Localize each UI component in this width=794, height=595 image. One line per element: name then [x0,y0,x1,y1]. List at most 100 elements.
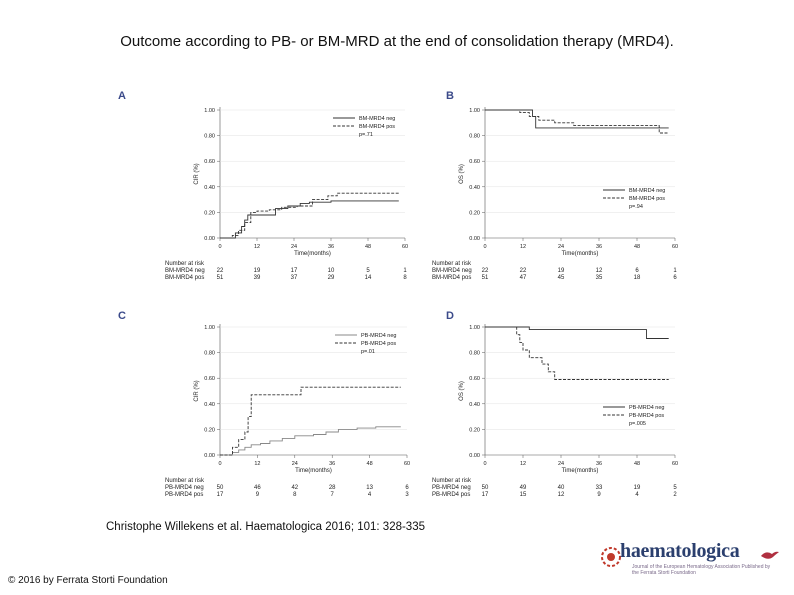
legend-label: BM-MRD4 neg [359,116,395,122]
risk-value: 22 [217,268,224,274]
risk-value: 51 [217,275,224,281]
x-tick-label: 24 [558,461,564,467]
y-tick-label: 1.00 [204,325,215,331]
series-line-bm-mrd4-neg [220,200,399,239]
x-tick-label: 60 [404,461,410,467]
y-tick-label: 0.00 [204,236,215,242]
x-tick-label: 0 [218,244,221,250]
x-axis-title: Time(months) [562,251,599,257]
risk-value: 19 [558,268,565,274]
risk-value: 6 [673,275,677,281]
risk-value: 6 [635,268,639,274]
risk-value: 17 [217,492,224,498]
x-axis-title: Time(months) [562,468,599,474]
p-value-label: p=.71 [359,132,373,138]
y-tick-label: 1.00 [204,108,215,114]
risk-value: 7 [331,492,335,498]
logo-tagline: Journal of the European Hematology Assoc… [632,564,771,576]
risk-value: 19 [634,485,641,491]
risk-row-label: PB-MRD4 neg [432,485,471,491]
risk-value: 5 [673,485,677,491]
risk-row-label: PB-MRD4 pos [432,492,470,498]
legend-label: PB-MRD4 neg [629,405,664,411]
journal-logo: haematologica Journal of the European He… [600,540,790,580]
y-tick-label: 0.40 [204,402,215,408]
x-tick-label: 24 [292,461,298,467]
risk-value: 17 [482,492,489,498]
risk-value: 40 [558,485,565,491]
risk-value: 4 [635,492,639,498]
risk-value: 22 [482,268,489,274]
y-tick-label: 0.80 [469,351,480,357]
risk-value: 28 [329,485,336,491]
p-value-label: p=.01 [361,349,375,355]
citation-text: Christophe Willekens et al. Haematologic… [106,521,425,533]
risk-value: 17 [291,268,298,274]
legend-label: BM-MRD4 neg [629,188,665,194]
series-line-bm-mrd4-pos [220,192,399,239]
y-tick-label: 0.20 [469,210,480,216]
risk-row-label: BM-MRD4 neg [165,268,205,274]
risk-table-header: Number at risk [165,261,205,267]
legend-label: BM-MRD4 pos [629,196,665,202]
x-tick-label: 12 [520,461,526,467]
risk-row-label: PB-MRD4 neg [165,485,204,491]
risk-row-label: BM-MRD4 neg [432,268,472,274]
risk-value: 14 [365,275,372,281]
y-axis-title: OS (%) [459,164,465,184]
risk-value: 13 [366,485,373,491]
x-tick-label: 0 [483,244,486,250]
x-tick-label: 36 [328,244,334,250]
risk-value: 19 [254,268,261,274]
x-tick-label: 24 [558,244,564,250]
x-tick-label: 48 [367,461,373,467]
legend-label: BM-MRD4 pos [359,124,395,130]
y-tick-label: 0.40 [469,185,480,191]
x-tick-label: 48 [634,461,640,467]
x-tick-label: 48 [365,244,371,250]
risk-value: 3 [405,492,409,498]
panel-a-chart: A 0.00 0.20 0.40 0.60 0.80 1.00 0 12 24 36 48 60 CIR … [118,90,408,281]
risk-value: 45 [558,275,565,281]
y-tick-label: 0.00 [469,453,480,459]
risk-value: 5 [366,268,370,274]
legend-label: PB-MRD4 neg [361,333,396,339]
risk-value: 42 [291,485,298,491]
y-axis-title: CIR (%) [194,163,200,184]
series-line-pb-mrd4-neg [220,426,401,456]
logo-wordmark: haematologica [620,540,740,562]
panel-b-chart: B 0.00 0.20 0.40 0.60 0.80 1.00 0 12 24 36 48 60 OS (… [432,90,678,281]
y-tick-label: 0.20 [204,210,215,216]
risk-value: 29 [328,275,335,281]
risk-value: 47 [520,275,527,281]
y-tick-label: 0.00 [469,236,480,242]
risk-table-header: Number at risk [432,478,472,484]
risk-row-label: BM-MRD4 pos [432,275,471,281]
risk-value: 18 [634,275,641,281]
y-tick-label: 0.40 [469,402,480,408]
series-line-pb-mrd4-pos [485,326,669,380]
panel-c-chart: C0.000.200.400.600.801.000 12 24 36 48 60CIR … [118,310,410,498]
series-line-pb-mrd4-neg [485,326,669,339]
y-axis-title: OS (%) [459,381,465,401]
x-tick-label: 0 [483,461,486,467]
y-tick-label: 0.60 [204,159,215,165]
risk-table-header: Number at risk [165,478,205,484]
risk-value: 9 [597,492,601,498]
risk-value: 8 [293,492,297,498]
x-tick-label: 12 [520,244,526,250]
risk-value: 9 [256,492,260,498]
risk-value: 1 [673,268,677,274]
y-tick-label: 0.80 [204,351,215,357]
risk-value: 35 [596,275,603,281]
p-value-label: p=.005 [629,421,646,427]
risk-value: 50 [217,485,224,491]
risk-value: 37 [291,275,298,281]
panel-letter-d: D [446,310,454,322]
risk-value: 46 [254,485,261,491]
risk-value: 39 [254,275,261,281]
risk-value: 10 [328,268,335,274]
x-tick-label: 12 [254,244,260,250]
x-tick-label: 36 [329,461,335,467]
